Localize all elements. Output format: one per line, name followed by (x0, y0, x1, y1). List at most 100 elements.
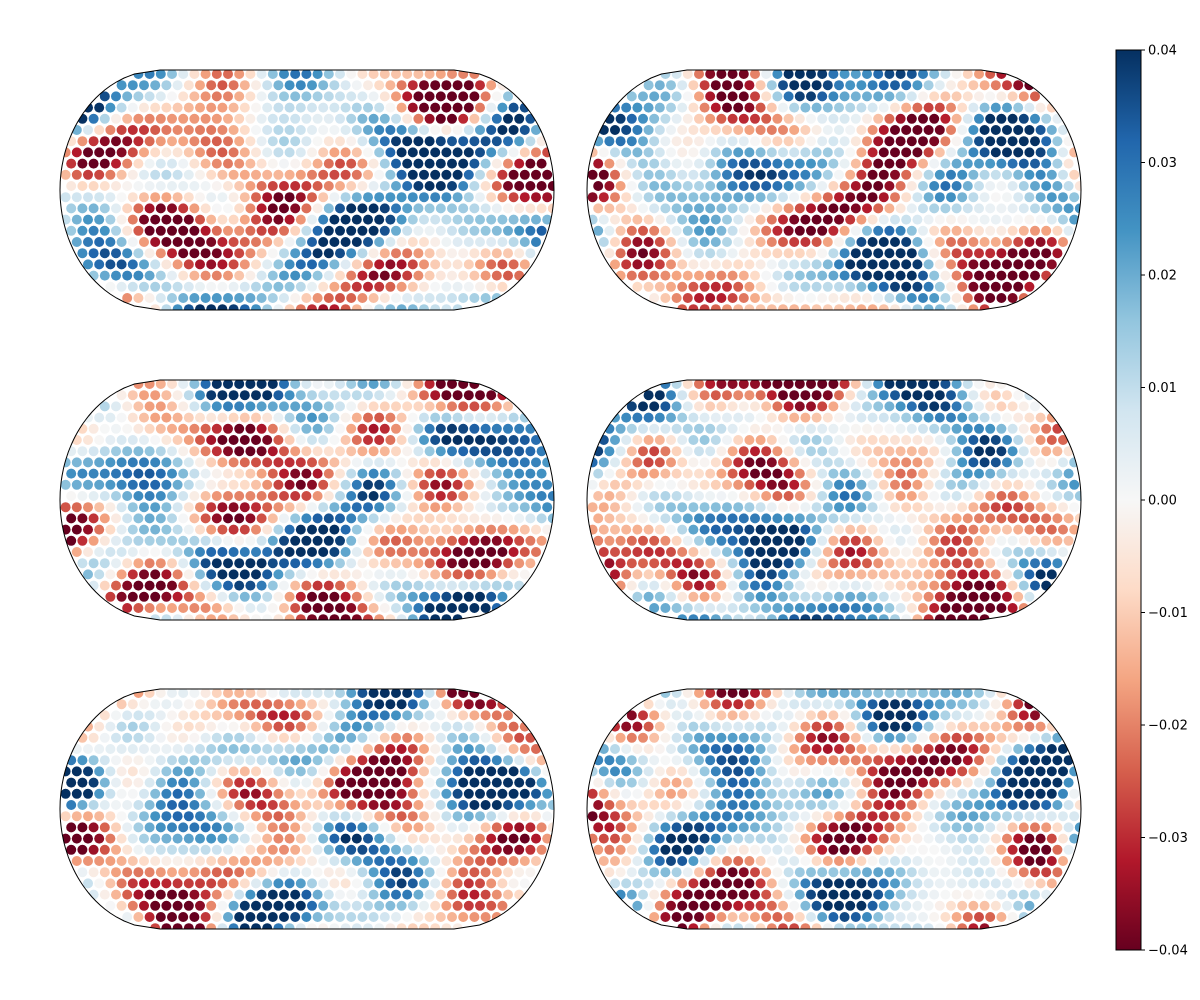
data-point (491, 248, 502, 259)
data-point (413, 136, 424, 147)
data-point (155, 158, 166, 169)
data-point (912, 479, 923, 490)
data-point (968, 614, 979, 620)
data-point (368, 248, 379, 259)
data-point (761, 603, 772, 613)
data-point (486, 788, 497, 799)
data-point (105, 457, 116, 468)
data-point (279, 136, 289, 147)
data-point (122, 181, 133, 191)
data-point (94, 788, 105, 799)
data-point (508, 237, 519, 247)
data-point (766, 259, 777, 270)
data-point (649, 513, 660, 524)
data-point (318, 412, 329, 423)
data-point (497, 502, 508, 513)
data-point (178, 380, 189, 389)
data-point (178, 777, 189, 788)
data-point (368, 423, 379, 434)
data-point (424, 535, 435, 546)
data-point (778, 591, 788, 602)
data-point (435, 401, 446, 412)
data-point (346, 710, 357, 721)
data-point (766, 147, 777, 158)
data-point (666, 214, 676, 225)
data-point (133, 732, 144, 743)
data-point (968, 147, 979, 158)
data-point (727, 270, 738, 281)
data-point (1024, 281, 1035, 292)
data-point (688, 591, 699, 602)
data-point (1007, 755, 1018, 766)
data-point (503, 558, 513, 569)
data-point (211, 401, 222, 412)
data-point (783, 513, 794, 524)
data-point (884, 732, 895, 743)
data-point (172, 502, 183, 513)
data-point (811, 80, 822, 91)
data-point (105, 524, 116, 535)
data-point (463, 502, 474, 513)
data-point (217, 169, 228, 180)
data-point (150, 878, 161, 889)
data-point (273, 125, 284, 135)
data-point (621, 479, 632, 490)
data-point (929, 293, 940, 303)
data-point (83, 502, 93, 513)
data-point (385, 80, 396, 91)
data-point (122, 491, 133, 501)
data-point (200, 70, 211, 79)
panel-5 (59, 688, 555, 930)
data-point (391, 158, 401, 169)
data-point (722, 192, 732, 203)
data-point (794, 248, 805, 259)
data-point (962, 270, 973, 281)
data-point (626, 513, 637, 524)
data-point (99, 889, 110, 900)
data-point (88, 822, 99, 833)
data-point (396, 457, 407, 468)
data-point (716, 158, 727, 169)
data-point (1058, 833, 1068, 844)
data-point (475, 169, 485, 180)
data-point (491, 710, 502, 721)
data-point (817, 755, 828, 766)
data-point (536, 225, 547, 236)
data-point (1013, 80, 1024, 91)
data-point (727, 423, 738, 434)
data-point (195, 524, 205, 535)
data-point (323, 70, 334, 79)
data-point (340, 856, 351, 866)
data-point (195, 502, 205, 513)
data-point (363, 281, 373, 292)
data-point (396, 80, 407, 91)
data-point (710, 237, 721, 247)
data-point (643, 502, 654, 513)
data-point (329, 281, 340, 292)
data-point (783, 710, 794, 721)
data-point (738, 181, 749, 191)
data-point (800, 259, 811, 270)
data-point (363, 147, 373, 158)
data-point (251, 878, 261, 889)
data-point (990, 169, 1001, 180)
data-point (447, 844, 457, 855)
data-point (890, 259, 900, 270)
data-point (379, 755, 390, 766)
data-point (351, 412, 362, 423)
data-point (985, 513, 996, 524)
data-point (660, 732, 671, 743)
data-point (638, 468, 648, 479)
data-point (127, 502, 138, 513)
data-point (990, 80, 1001, 91)
data-point (890, 214, 900, 225)
data-point (340, 878, 351, 889)
data-point (307, 102, 317, 113)
data-point (968, 524, 979, 535)
data-point (1046, 766, 1057, 777)
data-point (912, 524, 923, 535)
data-point (116, 591, 127, 602)
data-point (223, 113, 233, 124)
data-point (284, 125, 295, 135)
data-point (906, 270, 917, 281)
